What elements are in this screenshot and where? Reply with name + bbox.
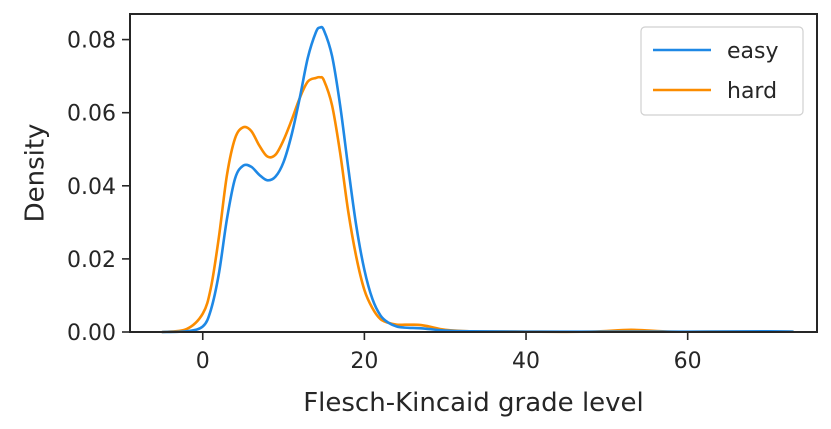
x-tick-label: 0 [196,349,210,374]
x-axis-ticks: 0 20 40 60 [196,332,702,374]
series-line-easy [161,25,795,334]
y-axis-label: Density [21,124,51,223]
y-axis-ticks: 0.00 0.02 0.04 0.06 0.08 [67,29,130,346]
x-tick-label: 20 [350,349,378,374]
x-tick-label: 40 [512,349,540,374]
y-tick-label: 0.04 [67,175,116,200]
y-tick-label: 0.02 [67,248,116,273]
x-axis-label: Flesch-Kincaid grade level [303,388,644,418]
y-tick-label: 0.00 [67,321,116,346]
legend-box [640,26,804,116]
series-lines [161,25,795,334]
legend-label-easy: easy [727,39,779,64]
y-tick-label: 0.06 [67,102,116,127]
x-tick-label: 60 [674,349,702,374]
y-tick-label: 0.08 [67,29,116,54]
legend-label-hard: hard [727,79,777,104]
legend: easy hard [640,26,804,116]
plot-frame [129,13,818,333]
